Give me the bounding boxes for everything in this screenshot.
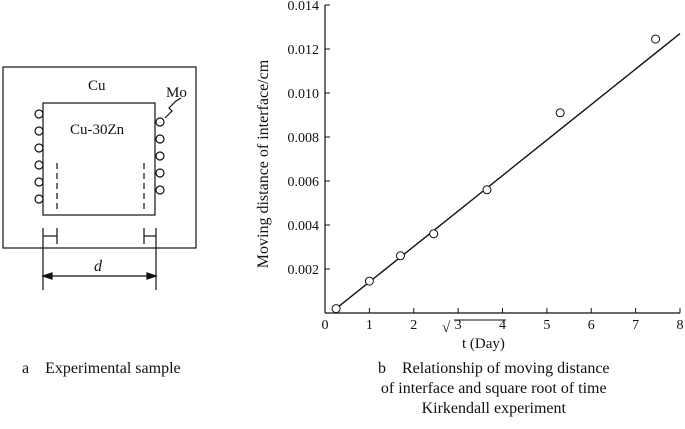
- caption-a: a Experimental sample: [22, 359, 181, 379]
- brass-label: Cu-30Zn: [70, 122, 125, 138]
- mo-marker: [155, 185, 165, 195]
- mo-marker: [34, 160, 44, 170]
- x-tick-label: 8: [677, 318, 684, 333]
- caption-b-line1-text: Relationship of moving distance: [402, 360, 610, 377]
- caption-b-line2: of interface and square root of time: [380, 380, 607, 397]
- mo-leader-line: [164, 97, 182, 119]
- data-point: [429, 229, 439, 239]
- x-tick-label: 0: [322, 318, 329, 333]
- x-ticks: 0 1 2 3 4 5 6 7 8: [322, 308, 684, 333]
- mo-marker: [34, 143, 44, 153]
- fit-line: [335, 33, 681, 310]
- mo-marker: [155, 117, 165, 127]
- y-tick-label: 0.014: [288, 0, 320, 14]
- x-tick-label: 3: [455, 318, 462, 333]
- cu-label: Cu: [88, 78, 106, 94]
- data-point: [331, 304, 341, 314]
- x-tick-label: 7: [632, 318, 639, 333]
- y-tick-label: 0.010: [288, 87, 320, 102]
- y-ticks: 0.002 0.004 0.006 0.008 0.010 0.012 0.014: [288, 0, 330, 278]
- data-point: [555, 108, 565, 118]
- x-tick-label: 1: [366, 318, 373, 333]
- mo-marker: [155, 168, 165, 178]
- mo-marker: [34, 177, 44, 187]
- sample-diagram: [2, 66, 197, 290]
- x-tick-label: 5: [543, 318, 550, 333]
- y-tick-label: 0.008: [288, 131, 320, 146]
- mo-marker: [34, 109, 44, 119]
- mo-marker: [155, 151, 165, 161]
- caption-a-letter: a: [22, 360, 30, 377]
- mo-markers-left: [34, 109, 44, 204]
- data-points: [331, 34, 661, 314]
- caption-b-line1: b Relationship of moving distance: [378, 359, 610, 379]
- y-axis-label: Moving distance of interface/cm: [255, 59, 272, 268]
- caption-b-line3: Kirkendall experiment: [421, 400, 566, 417]
- chart: 0 1 2 3 4 5 6 7 8 0.002 0.004 0.006 0.008 0.010 0.012…: [255, 0, 684, 352]
- data-point: [482, 185, 492, 195]
- x-axis-label: t (Day): [462, 336, 505, 352]
- caption-a-text: Experimental sample: [45, 360, 181, 377]
- x-axis-label-radical: √: [442, 320, 451, 336]
- mo-marker: [34, 126, 44, 136]
- data-point: [651, 34, 661, 44]
- brass-inner-block: [42, 102, 156, 216]
- x-tick-label: 4: [499, 318, 506, 333]
- y-tick-label: 0.006: [288, 175, 320, 190]
- y-tick-label: 0.004: [288, 219, 320, 234]
- mo-markers-right: [155, 117, 165, 195]
- mo-marker: [34, 194, 44, 204]
- data-point: [364, 276, 374, 286]
- x-tick-label: 6: [588, 318, 595, 333]
- mo-label: Mo: [166, 85, 187, 101]
- caption-b: b Relationship of moving distance of int…: [378, 359, 610, 419]
- data-point: [395, 251, 405, 261]
- y-tick-label: 0.012: [288, 43, 320, 58]
- y-tick-label: 0.002: [288, 263, 320, 278]
- x-tick-label: 2: [410, 318, 417, 333]
- mo-marker: [155, 134, 165, 144]
- cu-outer-block: [2, 66, 197, 249]
- dimension-arrow-left: [41, 272, 53, 280]
- caption-b-letter: b: [378, 360, 386, 377]
- dimension-label: d: [94, 258, 103, 275]
- fit-line-group: [335, 33, 681, 310]
- dimension-arrow-right: [146, 272, 158, 280]
